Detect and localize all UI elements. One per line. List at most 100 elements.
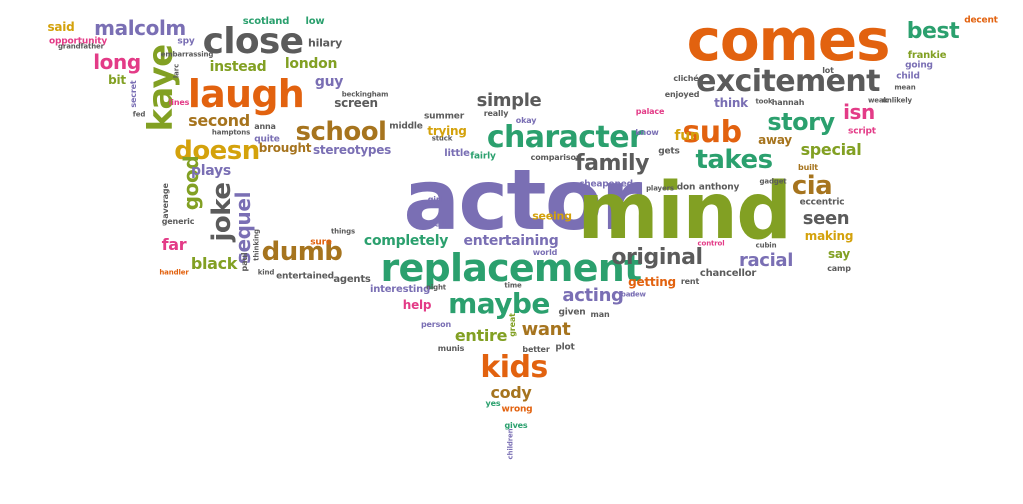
- word-chancellor: chancellor: [699, 268, 757, 279]
- word-weak: weak: [867, 96, 889, 105]
- word-london: london: [284, 56, 338, 72]
- word-rent: rent: [680, 277, 700, 286]
- word-larc: larc: [172, 63, 181, 79]
- word-racial: racial: [738, 250, 794, 271]
- word-takes: takes: [695, 145, 773, 175]
- word-bad: bad: [620, 290, 636, 299]
- word-frankie: frankie: [907, 50, 947, 61]
- word-yes: yes: [485, 399, 501, 408]
- word-family: family: [574, 151, 650, 176]
- word-grandfather: grandfather: [58, 42, 104, 51]
- word-acting: acting: [562, 285, 624, 306]
- word-know: know: [635, 128, 659, 137]
- word-black: black: [190, 254, 238, 273]
- word-hilary: hilary: [307, 36, 343, 50]
- word-little: little: [444, 148, 470, 159]
- word-time: time: [504, 281, 522, 290]
- word-laugh: laugh: [187, 72, 305, 116]
- word-completely: completely: [363, 233, 449, 249]
- word-gives: gives: [504, 421, 528, 430]
- word-lot: lot: [822, 66, 834, 75]
- word-think: think: [714, 96, 748, 110]
- word-took: took: [755, 97, 773, 106]
- word-script: script: [848, 126, 876, 137]
- word-hannah: hannah: [771, 98, 805, 107]
- word-fed: fed: [132, 110, 146, 119]
- word-better: better: [522, 345, 550, 354]
- word-malcolm: malcolm: [94, 16, 186, 40]
- word-cubin: cubin: [755, 241, 777, 250]
- word-person: person: [420, 320, 452, 329]
- word-spy: spy: [177, 36, 195, 47]
- word-wrong: wrong: [501, 404, 533, 415]
- word-maybe: maybe: [448, 287, 550, 320]
- word-lines: lines: [168, 98, 190, 107]
- word-comes: comes: [686, 6, 891, 74]
- word-palace: palace: [635, 107, 665, 116]
- word-summer: summer: [424, 111, 464, 122]
- word-plot: plot: [555, 342, 575, 353]
- word-decent: decent: [964, 15, 998, 26]
- word-simple: simple: [476, 90, 542, 111]
- word-stuck: stuck: [431, 134, 453, 143]
- word-gadget: gadget: [759, 177, 787, 186]
- word-isn: isn: [843, 100, 875, 124]
- word-low: low: [305, 16, 325, 27]
- word-fun: fun: [674, 128, 700, 144]
- word-making: making: [804, 229, 854, 243]
- word-handler: handler: [159, 268, 189, 277]
- word-generic: generic: [161, 217, 195, 226]
- word-great: great: [508, 313, 517, 337]
- word-cheapened: cheapened: [579, 179, 633, 190]
- word-entertaining: entertaining: [463, 233, 559, 249]
- word-paul: paul: [240, 252, 249, 272]
- word-going: going: [905, 60, 933, 71]
- word-children: children: [506, 428, 515, 460]
- word-man: man: [590, 310, 610, 319]
- word-eccentric: eccentric: [799, 197, 845, 208]
- word-munis: munis: [437, 344, 465, 353]
- word-far: far: [161, 235, 187, 254]
- word-cliche-: cliché: [673, 74, 699, 83]
- word-embarrassing: embarrassing: [160, 50, 214, 59]
- word-story: story: [767, 108, 835, 136]
- word-players: players: [646, 184, 674, 193]
- word-sub: sub: [682, 115, 742, 150]
- word-said: said: [47, 20, 75, 34]
- word-gets: gets: [658, 146, 680, 157]
- word-hamptons: hamptons: [211, 128, 251, 137]
- word-stereotypes: stereotypes: [312, 143, 392, 157]
- word-doesn: doesn: [174, 136, 260, 166]
- word-seen: seen: [802, 208, 850, 229]
- word-okay: okay: [515, 116, 537, 125]
- word-built: built: [798, 163, 818, 172]
- word-special: special: [800, 140, 862, 159]
- word-enjoyed: enjoyed: [664, 90, 700, 99]
- word-given: given: [558, 307, 586, 318]
- word-getting: getting: [628, 275, 676, 289]
- word-second: second: [188, 111, 250, 130]
- word-cia: cia: [791, 171, 833, 201]
- word-middle: middle: [389, 121, 423, 132]
- word-girl: girl: [427, 195, 443, 204]
- word-say: say: [828, 247, 850, 261]
- word-anthony: anthony: [698, 182, 740, 193]
- word-things: things: [330, 227, 356, 236]
- word-night: night: [425, 283, 447, 292]
- word-help: help: [402, 298, 432, 312]
- word-really: really: [483, 109, 509, 118]
- word-interesting: interesting: [369, 284, 431, 295]
- word-away: away: [758, 133, 792, 147]
- word-unlikely: unlikely: [882, 96, 912, 105]
- word-new: new: [630, 290, 646, 299]
- word-seeing: seeing: [532, 209, 572, 223]
- word-child: child: [896, 71, 920, 82]
- word-mind: mind: [577, 167, 792, 257]
- word-school: school: [295, 117, 387, 147]
- word-don: don: [676, 182, 696, 193]
- word-sure: sure: [310, 237, 332, 248]
- word-dumb: dumb: [261, 237, 343, 267]
- word-cody: cody: [490, 383, 532, 402]
- word-entertained: entertained: [276, 271, 334, 282]
